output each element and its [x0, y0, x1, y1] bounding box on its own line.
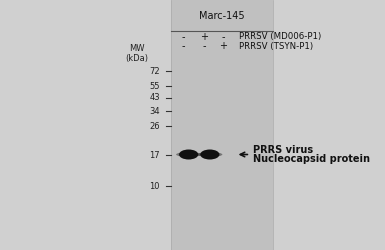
Text: 17: 17: [149, 150, 160, 160]
Text: Nucleocapsid protein: Nucleocapsid protein: [253, 154, 370, 164]
Text: -: -: [221, 32, 225, 42]
Ellipse shape: [179, 150, 198, 160]
Text: 55: 55: [149, 82, 160, 91]
Text: MW: MW: [129, 44, 144, 53]
Text: (kDa): (kDa): [125, 54, 148, 63]
Ellipse shape: [198, 152, 223, 157]
Text: 26: 26: [149, 122, 160, 131]
Text: 34: 34: [149, 107, 160, 116]
Bar: [171, 0, 273, 250]
Text: -: -: [181, 41, 185, 51]
Text: +: +: [219, 41, 227, 51]
Text: -: -: [202, 41, 206, 51]
Text: 10: 10: [149, 182, 160, 191]
Text: PRRSV (TSYN-P1): PRRSV (TSYN-P1): [239, 42, 313, 51]
Text: PRRS virus: PRRS virus: [253, 145, 313, 155]
Ellipse shape: [176, 152, 201, 157]
Text: 72: 72: [149, 67, 160, 76]
Text: 43: 43: [149, 93, 160, 102]
Text: -: -: [181, 32, 185, 42]
Text: Marc-145: Marc-145: [199, 11, 244, 21]
Text: +: +: [200, 32, 208, 42]
Ellipse shape: [200, 150, 219, 160]
Text: PRRSV (MD006-P1): PRRSV (MD006-P1): [239, 32, 321, 42]
